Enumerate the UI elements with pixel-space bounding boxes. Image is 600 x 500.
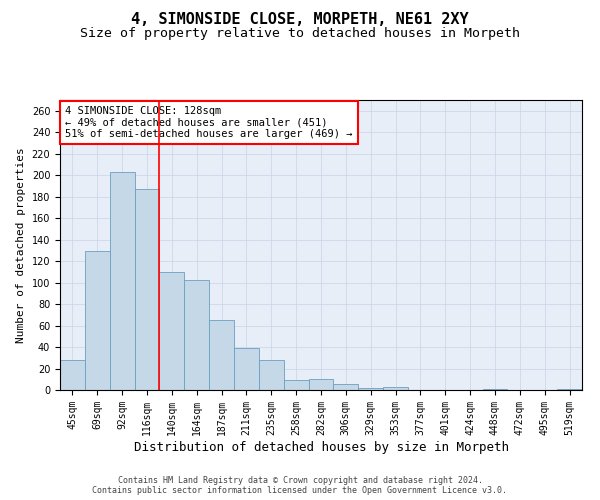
Y-axis label: Number of detached properties: Number of detached properties	[16, 147, 26, 343]
Bar	[85, 252, 110, 390]
Bar	[383, 387, 408, 390]
Bar	[110, 172, 134, 390]
Text: Size of property relative to detached houses in Morpeth: Size of property relative to detached ho…	[80, 28, 520, 40]
Bar	[358, 388, 383, 390]
Bar	[334, 384, 358, 390]
Bar	[482, 389, 508, 390]
Bar	[184, 280, 209, 390]
Bar	[557, 389, 582, 390]
Bar	[234, 348, 259, 390]
Bar	[284, 380, 308, 390]
Bar	[209, 320, 234, 390]
Bar	[60, 360, 85, 390]
X-axis label: Distribution of detached houses by size in Morpeth: Distribution of detached houses by size …	[133, 440, 509, 454]
Bar	[160, 272, 184, 390]
Text: 4 SIMONSIDE CLOSE: 128sqm
← 49% of detached houses are smaller (451)
51% of semi: 4 SIMONSIDE CLOSE: 128sqm ← 49% of detac…	[65, 106, 353, 139]
Text: 4, SIMONSIDE CLOSE, MORPETH, NE61 2XY: 4, SIMONSIDE CLOSE, MORPETH, NE61 2XY	[131, 12, 469, 28]
Bar	[308, 380, 334, 390]
Bar	[134, 189, 160, 390]
Bar	[259, 360, 284, 390]
Text: Contains HM Land Registry data © Crown copyright and database right 2024.
Contai: Contains HM Land Registry data © Crown c…	[92, 476, 508, 495]
